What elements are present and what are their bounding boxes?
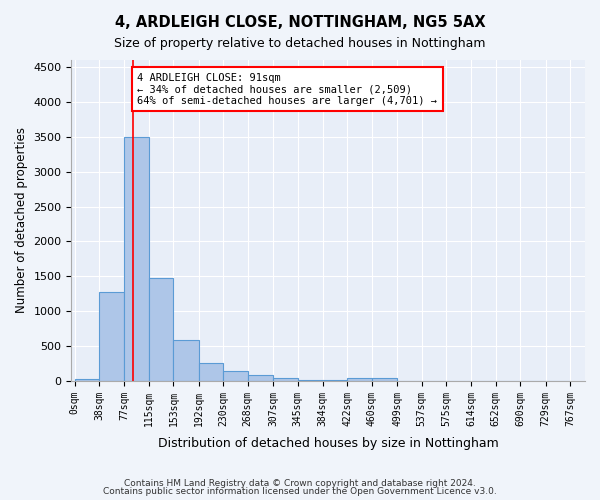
Bar	[124, 136, 149, 381]
Bar	[74, 379, 99, 381]
Bar	[273, 378, 298, 381]
Bar	[372, 378, 397, 381]
Text: Contains HM Land Registry data © Crown copyright and database right 2024.: Contains HM Land Registry data © Crown c…	[124, 478, 476, 488]
Bar	[223, 371, 248, 381]
Text: 4 ARDLEIGH CLOSE: 91sqm
← 34% of detached houses are smaller (2,509)
64% of semi: 4 ARDLEIGH CLOSE: 91sqm ← 34% of detache…	[137, 72, 437, 106]
Bar	[173, 340, 199, 381]
Text: Contains public sector information licensed under the Open Government Licence v3: Contains public sector information licen…	[103, 487, 497, 496]
Text: 4, ARDLEIGH CLOSE, NOTTINGHAM, NG5 5AX: 4, ARDLEIGH CLOSE, NOTTINGHAM, NG5 5AX	[115, 15, 485, 30]
X-axis label: Distribution of detached houses by size in Nottingham: Distribution of detached houses by size …	[158, 437, 499, 450]
Bar	[323, 380, 347, 381]
Bar	[149, 278, 173, 381]
Bar	[99, 292, 124, 381]
Bar	[248, 374, 273, 381]
Bar	[298, 380, 323, 381]
Bar	[199, 364, 223, 381]
Text: Size of property relative to detached houses in Nottingham: Size of property relative to detached ho…	[114, 38, 486, 51]
Y-axis label: Number of detached properties: Number of detached properties	[15, 128, 28, 314]
Bar	[347, 378, 372, 381]
